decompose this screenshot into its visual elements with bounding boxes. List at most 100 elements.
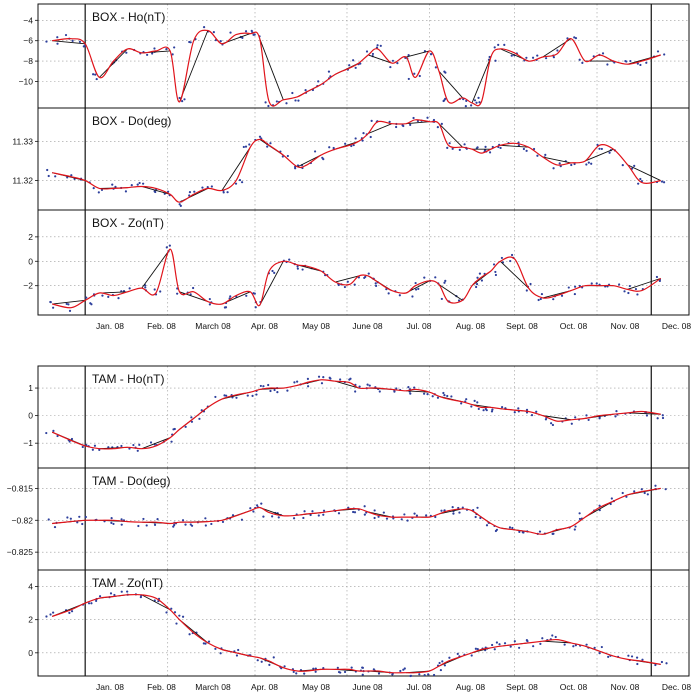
data-point (56, 36, 59, 39)
data-point (92, 187, 95, 190)
trend-segment (368, 54, 392, 64)
data-point (81, 522, 84, 526)
data-point (476, 506, 479, 509)
data-point (179, 204, 182, 207)
data-point (346, 280, 349, 283)
data-point (271, 269, 274, 273)
data-point (303, 510, 306, 513)
data-point (491, 643, 494, 647)
data-point (499, 146, 502, 150)
data-point (109, 592, 113, 595)
data-point (114, 185, 117, 189)
data-point (587, 161, 590, 164)
data-point (296, 265, 299, 268)
data-point (475, 283, 479, 286)
data-point (343, 285, 347, 289)
data-point (476, 276, 479, 279)
data-point (271, 515, 274, 518)
data-point (339, 378, 342, 381)
data-point (573, 528, 576, 531)
data-point (249, 507, 252, 510)
month-label: Sept. 08 (506, 321, 538, 331)
data-point (570, 422, 573, 425)
trend-segment (438, 123, 463, 148)
data-point (328, 376, 331, 379)
data-point (45, 615, 48, 618)
data-point (418, 74, 421, 78)
data-point (621, 164, 624, 167)
data-point (49, 613, 52, 616)
data-point (363, 276, 366, 280)
data-point (484, 407, 487, 411)
data-point (68, 309, 72, 313)
data-point (423, 392, 426, 395)
trend-segment (627, 277, 661, 290)
data-point (178, 614, 181, 617)
trend-segment (627, 164, 661, 181)
data-point (156, 517, 159, 521)
data-point (525, 56, 528, 59)
data-point (369, 135, 372, 139)
data-point (54, 175, 57, 178)
data-point (208, 303, 211, 306)
data-point (149, 441, 153, 444)
data-point (124, 190, 128, 193)
data-point (168, 244, 171, 247)
data-point (432, 673, 436, 677)
data-point (212, 30, 215, 34)
data-point (532, 147, 536, 151)
data-point (238, 178, 242, 182)
data-point (89, 302, 92, 305)
y-tick-label: 0 (28, 411, 33, 421)
data-point (443, 394, 446, 397)
data-point (398, 294, 401, 297)
data-point (661, 414, 664, 417)
data-point (490, 410, 494, 413)
data-point (535, 410, 538, 413)
data-point (536, 54, 539, 57)
data-point (544, 57, 548, 60)
data-point (229, 31, 232, 34)
trend-segment (52, 299, 86, 305)
trend-segment (585, 148, 614, 162)
data-point (476, 647, 479, 651)
data-point (365, 50, 369, 53)
data-point (64, 33, 68, 37)
data-point (607, 655, 610, 659)
data-point (70, 437, 74, 441)
data-point (91, 448, 94, 451)
data-point (137, 524, 140, 528)
data-point (273, 388, 276, 392)
data-point (153, 190, 156, 193)
data-point (470, 654, 473, 657)
data-point (321, 156, 324, 159)
data-point (314, 670, 317, 673)
data-point (234, 182, 238, 185)
data-point (444, 71, 447, 74)
data-point (628, 284, 631, 288)
data-point (598, 147, 601, 150)
data-point (244, 30, 248, 33)
data-point (288, 258, 291, 261)
data-point (294, 99, 297, 102)
data-point (371, 52, 375, 56)
data-point (193, 190, 196, 193)
data-point (98, 595, 102, 598)
month-label: Nov. 08 (611, 682, 640, 692)
panel-3: 1 0 −1 TAM - Ho(nT) (23, 365, 690, 469)
data-point (252, 33, 255, 36)
data-point (322, 666, 325, 670)
data-point (665, 662, 668, 665)
data-point (511, 526, 514, 530)
data-point (529, 282, 532, 286)
data-point (474, 647, 477, 650)
data-point (112, 522, 115, 526)
data-point (477, 407, 480, 411)
data-point (277, 516, 280, 519)
data-point (391, 59, 395, 62)
data-point (637, 182, 640, 185)
data-point (65, 302, 68, 305)
data-point (368, 384, 371, 387)
data-point (556, 49, 559, 52)
data-point (142, 517, 145, 521)
